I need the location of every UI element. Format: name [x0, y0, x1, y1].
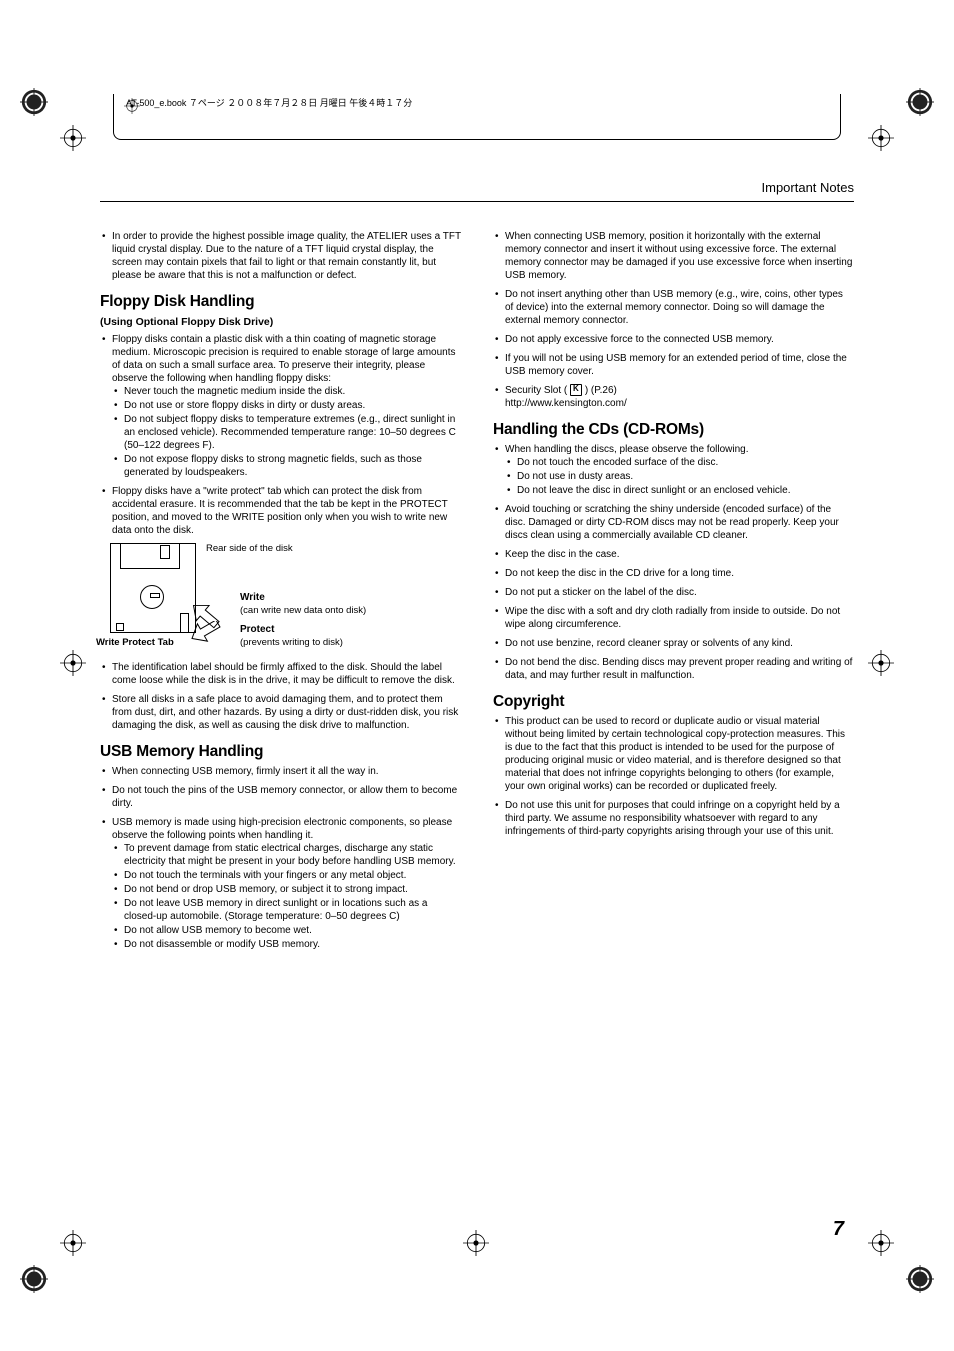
floppy-sub: Never touch the magnetic medium inside t…: [112, 385, 461, 398]
floppy-item: Store all disks in a safe place to avoid…: [100, 693, 461, 732]
floppy-item: Floppy disks have a "write protect" tab …: [100, 485, 461, 537]
disk-tab-slot: [180, 613, 189, 633]
cd-item: When handling the discs, please observe …: [493, 443, 854, 497]
heading-cd: Handling the CDs (CD-ROMs): [493, 420, 854, 441]
usb-item: Do not apply excessive force to the conn…: [493, 333, 854, 346]
fig-label-write: Write(can write new data onto disk): [240, 591, 420, 617]
usb-item: Do not insert anything other than USB me…: [493, 288, 854, 327]
heading-floppy: Floppy Disk Handling: [100, 292, 461, 313]
usb-sub: Do not leave USB memory in direct sunlig…: [112, 897, 461, 923]
cd-item: Do not bend the disc. Bending discs may …: [493, 656, 854, 682]
intro-bullet: In order to provide the highest possible…: [100, 230, 461, 282]
usb-sub: Do not allow USB memory to become wet.: [112, 924, 461, 937]
heading-copyright: Copyright: [493, 692, 854, 713]
cd-item: Do not use benzine, record cleaner spray…: [493, 637, 854, 650]
fig-label-protect: Protect(prevents writing to disk): [240, 623, 420, 649]
security-url: http://www.kensington.com/: [505, 398, 627, 409]
copy-item: Do not use this unit for purposes that c…: [493, 799, 854, 838]
fig-write-bold: Write: [240, 591, 420, 605]
usb-item: If you will not be using USB memory for …: [493, 352, 854, 378]
usb-item: When connecting USB memory, position it …: [493, 230, 854, 282]
floppy-text: Floppy disks contain a plastic disk with…: [112, 334, 456, 384]
eye-mark-mc: [463, 1230, 489, 1256]
page: AT-500_e.book ７ページ ２００８年７月２８日 月曜日 午後４時１７…: [0, 0, 954, 1351]
fig-protect-bold: Protect: [240, 623, 420, 637]
usb-sub: Do not disassemble or modify USB memory.: [112, 938, 461, 951]
eye-mark-mr: [868, 650, 894, 676]
header-rule: [100, 201, 854, 202]
usb-item: Security Slot ( ) (P.26) http://www.kens…: [493, 384, 854, 410]
security-text-a: Security Slot (: [505, 385, 567, 396]
cd-item: Do not put a sticker on the label of the…: [493, 586, 854, 599]
cd-item: Avoid touching or scratching the shiny u…: [493, 503, 854, 542]
floppy-sub: Do not use or store floppy disks in dirt…: [112, 399, 461, 412]
fig-label-rear: Rear side of the disk: [206, 543, 293, 556]
cd-item: Keep the disc in the case.: [493, 548, 854, 561]
book-header-line: AT-500_e.book ７ページ ２００８年７月２８日 月曜日 午後４時１７…: [113, 94, 841, 140]
usb-item: When connecting USB memory, firmly inser…: [100, 765, 461, 778]
usb-sub: Do not bend or drop USB memory, or subje…: [112, 883, 461, 896]
disk-notch: [116, 623, 124, 631]
subhead-floppy: (Using Optional Floppy Disk Drive): [100, 315, 461, 329]
floppy-sub: Do not subject floppy disks to temperatu…: [112, 413, 461, 452]
cd-sub: Do not use in dusty areas.: [505, 470, 854, 483]
right-column: When connecting USB memory, position it …: [493, 230, 854, 957]
usb-text: USB memory is made using high-precision …: [112, 817, 452, 841]
reg-mark-bl: [20, 1265, 48, 1293]
lock-icon: [570, 384, 582, 396]
reg-mark-tr: [906, 88, 934, 116]
disk-shutter: [120, 543, 180, 569]
page-number: 7: [833, 1218, 844, 1241]
usb-sub: To prevent damage from static electrical…: [112, 842, 461, 868]
usb-item: Do not touch the pins of the USB memory …: [100, 784, 461, 810]
security-text-b: ) (P.26): [585, 385, 617, 396]
cd-sub: Do not leave the disc in direct sunlight…: [505, 484, 854, 497]
eye-mark-tl: [60, 125, 86, 151]
cd-text: When handling the discs, please observe …: [505, 444, 748, 455]
content-columns: In order to provide the highest possible…: [100, 230, 854, 957]
reg-mark-tl: [20, 88, 48, 116]
eye-mark-ml: [60, 650, 86, 676]
book-header-text: AT-500_e.book ７ページ ２００８年７月２８日 月曜日 午後４時１７…: [126, 96, 412, 109]
fig-protect-text: (prevents writing to disk): [240, 637, 343, 648]
reg-mark-br: [906, 1265, 934, 1293]
floppy-item: The identification label should be firml…: [100, 661, 461, 687]
floppy-sub: Do not expose floppy disks to strong mag…: [112, 453, 461, 479]
fig-label-wp-tab: Write Protect Tab: [96, 637, 174, 650]
arrow-protect-icon: [190, 621, 240, 651]
cd-item: Do not keep the disc in the CD drive for…: [493, 567, 854, 580]
disk-hub-rect: [150, 593, 160, 598]
disk-slot: [160, 545, 170, 559]
left-column: In order to provide the highest possible…: [100, 230, 461, 957]
eye-mark-tr: [868, 125, 894, 151]
floppy-figure: Rear side of the disk Write(can write ne…: [110, 543, 430, 653]
copy-item: This product can be used to record or du…: [493, 715, 854, 793]
usb-sub: Do not touch the terminals with your fin…: [112, 869, 461, 882]
eye-mark-bl: [60, 1230, 86, 1256]
cd-item: Wipe the disc with a soft and dry cloth …: [493, 605, 854, 631]
cd-sub: Do not touch the encoded surface of the …: [505, 456, 854, 469]
eye-mark-br: [868, 1230, 894, 1256]
heading-usb: USB Memory Handling: [100, 742, 461, 763]
usb-item: USB memory is made using high-precision …: [100, 816, 461, 951]
floppy-item: Floppy disks contain a plastic disk with…: [100, 333, 461, 479]
fig-write-text: (can write new data onto disk): [240, 605, 366, 616]
